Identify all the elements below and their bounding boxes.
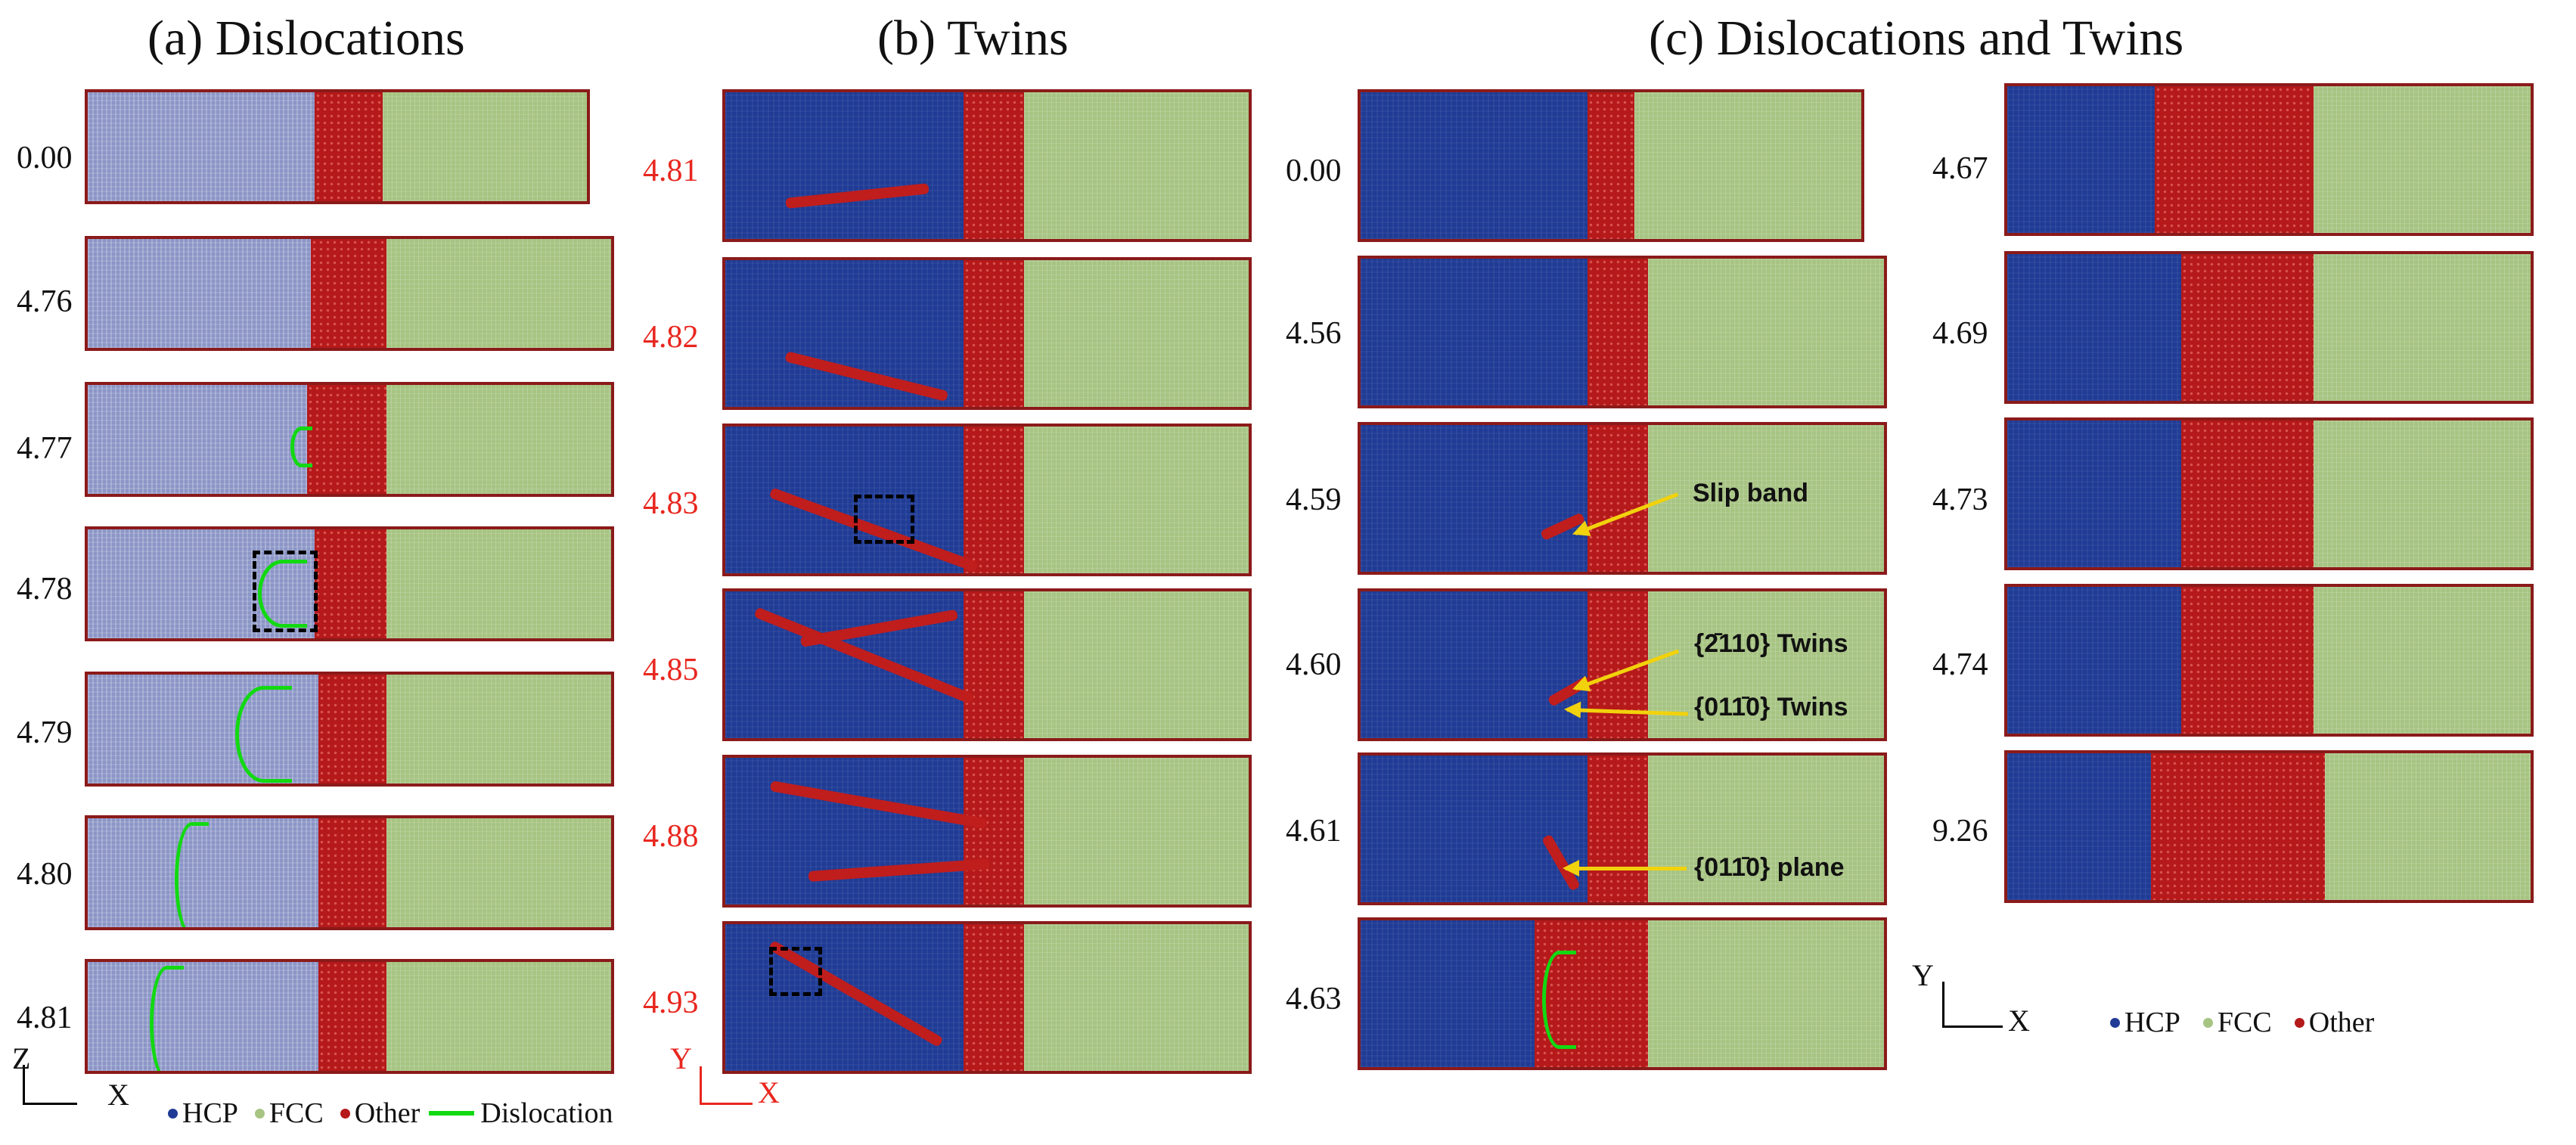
- snapshot-a-1: [85, 236, 614, 351]
- label-c2-4: 9.26: [1932, 814, 1988, 849]
- snapshot-c2-2: [2004, 417, 2534, 570]
- snapshot-c1-0: [1358, 89, 1864, 242]
- hcp-dot-icon: [2110, 1017, 2120, 1028]
- axis-label-x: X: [758, 1075, 780, 1109]
- dashed-box: [253, 551, 318, 632]
- legend-hcp: HCP: [182, 1097, 238, 1129]
- dislocation-line-icon: [429, 1111, 475, 1116]
- snapshot-a-5: [85, 815, 614, 930]
- label-c1-5: 4.63: [1286, 982, 1342, 1016]
- snapshot-b-1: [722, 257, 1252, 410]
- dashed-box: [769, 947, 822, 996]
- title-b: (b) Twins: [877, 11, 1069, 66]
- arrow-plane-0110: [1563, 860, 1687, 877]
- axis-z-arrow: [23, 1065, 25, 1104]
- title-a: (a) Dislocations: [147, 11, 465, 66]
- snapshot-b-4: [722, 755, 1252, 908]
- snapshot-c1-1: [1358, 256, 1887, 408]
- fcc-dot-icon: [254, 1108, 265, 1119]
- label-a-3: 4.78: [17, 572, 73, 607]
- legend-a: HCP FCC Other Dislocation: [168, 1097, 613, 1130]
- fcc-dot-icon: [2202, 1017, 2213, 1028]
- label-b-5: 4.93: [643, 985, 699, 1020]
- label-b-4: 4.88: [643, 819, 699, 854]
- label-c1-0: 0.00: [1286, 154, 1342, 188]
- label-b-3: 4.85: [643, 653, 699, 687]
- dislocation-loop: [290, 427, 312, 467]
- label-c2-3: 4.74: [1932, 647, 1988, 682]
- dislocation-line: [150, 966, 184, 1071]
- axis-x-arrow: [1942, 1026, 2003, 1028]
- dislocation-line: [235, 686, 292, 783]
- axis-y-arrow: [1942, 982, 1944, 1027]
- snapshot-a-4: [85, 672, 614, 787]
- label-a-2: 4.77: [17, 431, 73, 466]
- axis-x-arrow: [700, 1103, 753, 1105]
- annotation-slip-band: Slip band: [1693, 479, 1808, 507]
- axis-label-y: Y: [670, 1041, 692, 1075]
- legend-dislocation: Dislocation: [480, 1097, 613, 1129]
- annotation-twins-0110: {011̄0} Twins: [1694, 693, 1848, 721]
- label-b-2: 4.83: [643, 486, 699, 521]
- snapshot-b-5: [722, 921, 1252, 1074]
- label-b-0: 4.81: [643, 154, 699, 188]
- snapshot-a-3: [85, 526, 614, 641]
- axis-label-z: Z: [12, 1041, 31, 1075]
- label-c2-1: 4.69: [1932, 316, 1988, 351]
- label-c1-1: 4.56: [1286, 316, 1342, 351]
- snapshot-a-6: [85, 959, 614, 1074]
- label-c1-2: 4.59: [1286, 483, 1342, 517]
- axis-y-arrow: [700, 1066, 702, 1104]
- label-a-0: 0.00: [17, 141, 73, 175]
- axis-label-x: X: [2008, 1004, 2030, 1038]
- snapshot-c1-5: [1358, 917, 1887, 1070]
- title-c: (c) Dislocations and Twins: [1649, 11, 2184, 66]
- label-c2-0: 4.67: [1932, 151, 1988, 186]
- dashed-box: [854, 495, 914, 544]
- dislocation-line: [175, 822, 209, 927]
- snapshot-c2-3: [2004, 584, 2534, 737]
- label-c2-2: 4.73: [1932, 483, 1988, 517]
- snapshot-c1-2: [1358, 422, 1887, 575]
- snapshot-c2-4: [2004, 750, 2534, 903]
- snapshot-b-2: [722, 424, 1252, 576]
- legend-c: HCP FCC Other: [2110, 1006, 2374, 1039]
- label-a-4: 4.79: [17, 715, 73, 750]
- label-c1-3: 4.60: [1286, 647, 1342, 682]
- axis-x-arrow: [23, 1103, 77, 1105]
- snapshot-c2-1: [2004, 251, 2534, 404]
- label-c1-4: 4.61: [1286, 814, 1342, 849]
- label-a-1: 4.76: [17, 284, 73, 319]
- snapshot-c2-0: [2004, 83, 2534, 236]
- hcp-dot-icon: [168, 1108, 178, 1119]
- label-b-1: 4.82: [643, 320, 699, 355]
- other-dot-icon: [340, 1108, 350, 1119]
- annotation-twins-2110: {2̄110} Twins: [1694, 629, 1848, 658]
- axis-label-x: X: [107, 1078, 129, 1112]
- axis-label-y: Y: [1912, 958, 1934, 992]
- dislocation-loop: [258, 560, 307, 628]
- legend-other: Other: [354, 1097, 421, 1129]
- snapshot-a-2: [85, 382, 614, 497]
- snapshot-c1-4: [1358, 752, 1887, 905]
- legend-other: Other: [2308, 1007, 2375, 1038]
- snapshot-b-0: [722, 89, 1252, 242]
- annotation-plane-0110: {011̄0} plane: [1694, 853, 1845, 882]
- snapshot-a-0: [85, 89, 590, 204]
- legend-fcc: FCC: [268, 1097, 324, 1129]
- legend-fcc: FCC: [2217, 1007, 2272, 1038]
- snapshot-b-3: [722, 588, 1252, 741]
- legend-hcp: HCP: [2124, 1007, 2180, 1038]
- label-a-5: 4.80: [17, 857, 73, 892]
- label-a-6: 4.81: [17, 1001, 73, 1035]
- other-dot-icon: [2294, 1017, 2304, 1028]
